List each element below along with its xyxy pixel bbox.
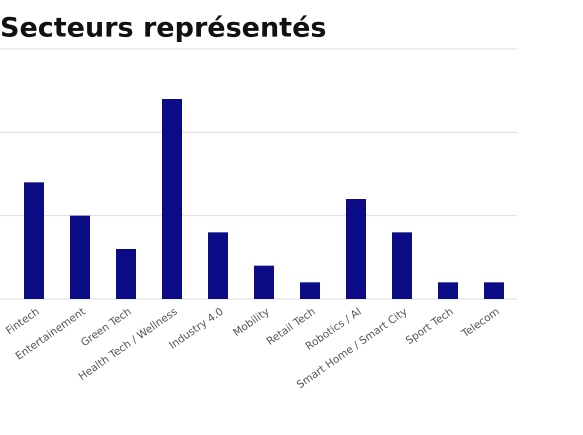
bar	[438, 282, 458, 299]
x-tick-label: Mobility	[231, 306, 272, 339]
bar	[392, 232, 412, 299]
bar	[300, 282, 320, 299]
bar	[70, 215, 90, 299]
chart-title: Secteurs représentés	[0, 13, 326, 44]
bar	[162, 99, 182, 299]
x-tick-label: Telecom	[459, 306, 502, 341]
x-tick-label: Sport Tech	[404, 306, 456, 347]
bar	[208, 232, 228, 299]
x-tick-label: Fintech	[4, 306, 42, 338]
bar	[346, 199, 366, 299]
bar	[254, 265, 274, 299]
bar	[484, 282, 504, 299]
bar	[24, 182, 44, 299]
bar	[116, 249, 136, 299]
